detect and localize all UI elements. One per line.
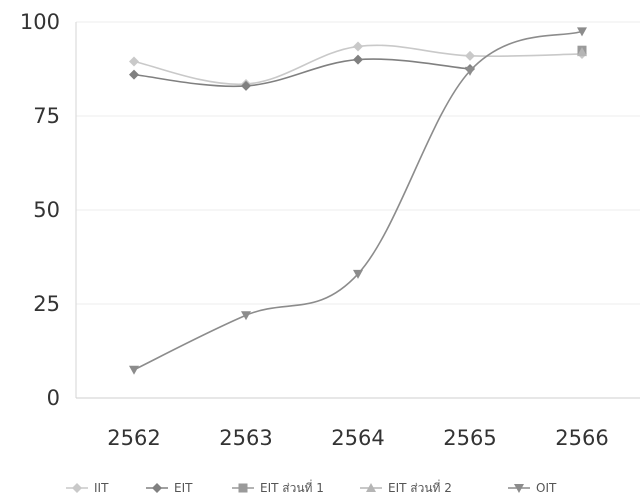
y-tick-label: 100 xyxy=(20,10,60,34)
y-tick-label: 25 xyxy=(33,292,60,316)
x-axis-ticks: 2562 2563 2564 2565 2566 xyxy=(107,426,608,450)
data-point xyxy=(353,41,363,52)
series-lines xyxy=(129,27,587,375)
data-point xyxy=(241,311,251,321)
legend-marker xyxy=(238,483,248,493)
data-point xyxy=(465,66,475,76)
x-tick-label: 2564 xyxy=(331,426,384,450)
data-point xyxy=(129,365,139,375)
legend-label: EIT ส่วนที่ 2 xyxy=(388,479,452,495)
x-tick-label: 2566 xyxy=(555,426,608,450)
data-point xyxy=(577,47,587,57)
series-line-4 xyxy=(133,30,583,371)
legend-marker xyxy=(366,483,376,492)
x-tick-label: 2563 xyxy=(219,426,272,450)
y-tick-label: 0 xyxy=(47,386,60,410)
legend: IIT EIT EIT ส่วนที่ 1 EIT ส่วนที่ 2 OIT xyxy=(66,479,557,495)
legend-label: IIT xyxy=(94,481,109,495)
grid-lines xyxy=(76,21,640,305)
y-tick-label: 50 xyxy=(33,198,60,222)
series-line-1 xyxy=(133,58,471,88)
y-axis-ticks: 0 25 50 75 100 xyxy=(20,10,60,410)
data-point xyxy=(353,269,363,279)
data-point xyxy=(129,56,139,67)
data-point xyxy=(353,54,363,65)
data-point xyxy=(465,50,475,61)
legend-label: OIT xyxy=(536,481,557,495)
x-tick-label: 2562 xyxy=(107,426,160,450)
legend-marker xyxy=(514,484,524,493)
x-tick-label: 2565 xyxy=(443,426,496,450)
y-tick-label: 75 xyxy=(33,104,60,128)
legend-marker xyxy=(72,483,82,493)
legend-label: EIT xyxy=(174,481,193,495)
data-point xyxy=(241,80,251,91)
legend-marker xyxy=(152,483,162,493)
legend-label: EIT ส่วนที่ 1 xyxy=(260,479,324,495)
data-point xyxy=(577,27,587,37)
data-point xyxy=(129,69,139,80)
